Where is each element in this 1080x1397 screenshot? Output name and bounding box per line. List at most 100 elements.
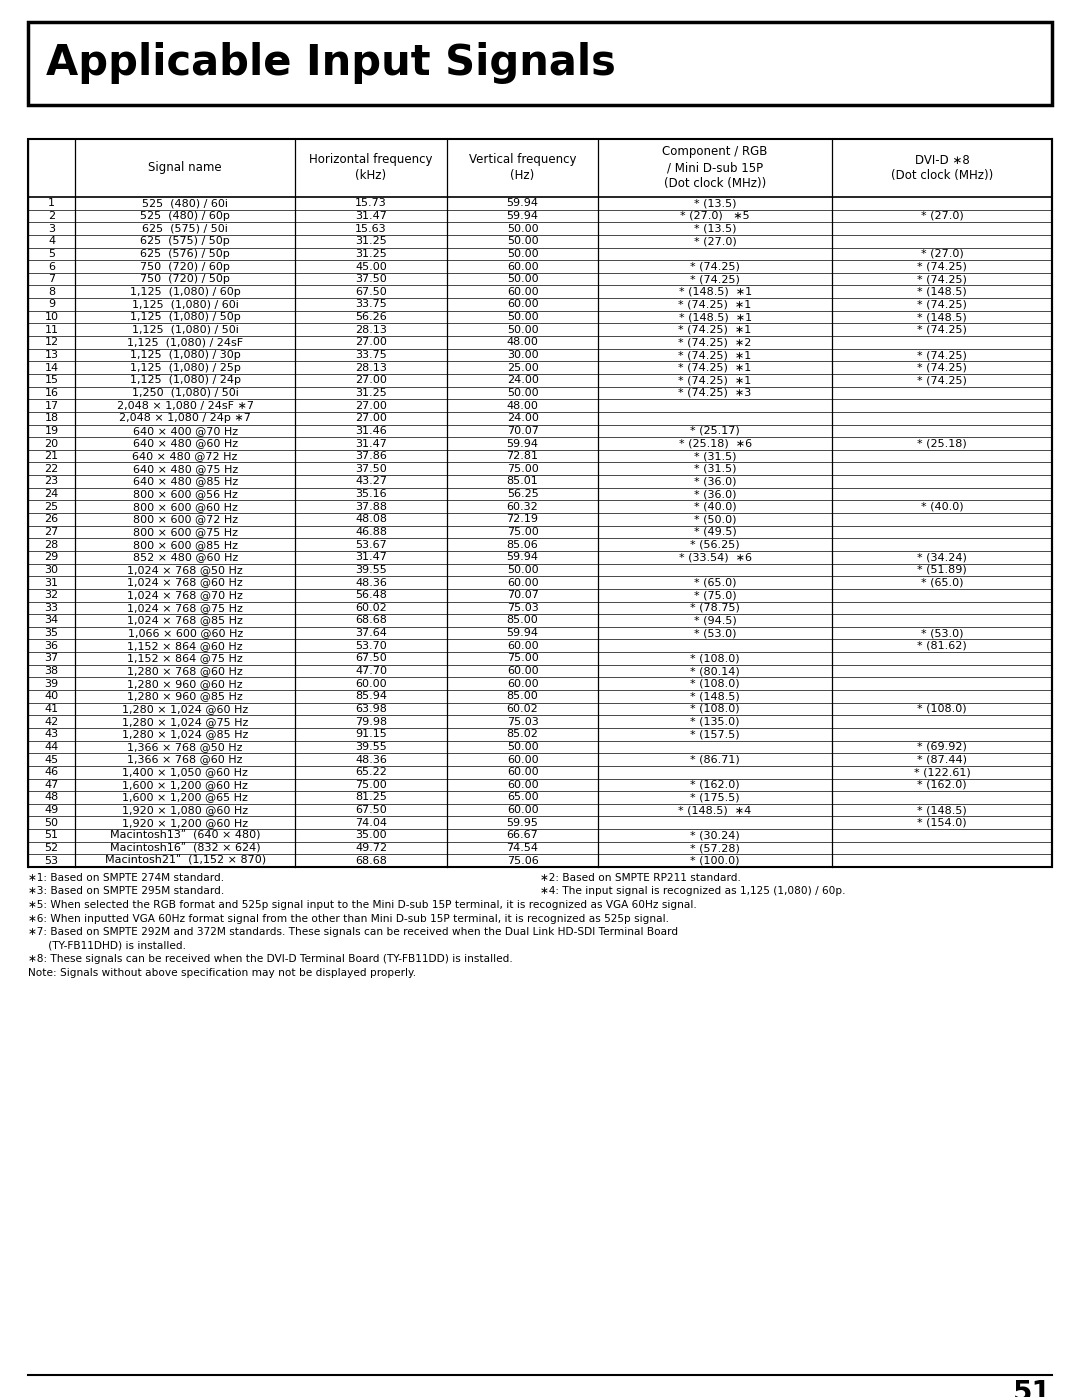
Text: 16: 16 — [44, 388, 58, 398]
Text: 59.94: 59.94 — [507, 629, 539, 638]
Text: * (53.0): * (53.0) — [693, 629, 737, 638]
Text: 3: 3 — [48, 224, 55, 233]
Text: * (100.0): * (100.0) — [690, 856, 740, 866]
Text: * (157.5): * (157.5) — [690, 729, 740, 739]
Text: Horizontal frequency
(kHz): Horizontal frequency (kHz) — [309, 154, 433, 183]
Text: 70.07: 70.07 — [507, 426, 539, 436]
Text: 53: 53 — [44, 856, 58, 866]
Text: * (108.0): * (108.0) — [690, 704, 740, 714]
Text: 640 × 480 @60 Hz: 640 × 480 @60 Hz — [133, 439, 238, 448]
Text: * (74.25): * (74.25) — [917, 324, 967, 335]
Text: 14: 14 — [44, 363, 58, 373]
Text: 42: 42 — [44, 717, 58, 726]
Text: 68.68: 68.68 — [355, 856, 387, 866]
Text: 27.00: 27.00 — [355, 376, 387, 386]
Text: 75.00: 75.00 — [507, 527, 539, 536]
Text: 1,125  (1,080) / 24p: 1,125 (1,080) / 24p — [130, 376, 241, 386]
Text: 19: 19 — [44, 426, 58, 436]
Text: 30.00: 30.00 — [507, 351, 539, 360]
Text: 1,125  (1,080) / 25p: 1,125 (1,080) / 25p — [130, 363, 241, 373]
Text: * (74.25): * (74.25) — [917, 363, 967, 373]
Text: 29: 29 — [44, 552, 58, 562]
Text: 60.00: 60.00 — [507, 261, 539, 271]
Text: 41: 41 — [44, 704, 58, 714]
Text: * (175.5): * (175.5) — [690, 792, 740, 802]
Text: 74.54: 74.54 — [507, 842, 539, 854]
Text: 1,280 × 768 @60 Hz: 1,280 × 768 @60 Hz — [127, 666, 243, 676]
Text: * (87.44): * (87.44) — [917, 754, 967, 764]
Text: 37.64: 37.64 — [355, 629, 387, 638]
Text: 43: 43 — [44, 729, 58, 739]
Text: * (122.61): * (122.61) — [914, 767, 970, 777]
Text: * (86.71): * (86.71) — [690, 754, 740, 764]
Text: * (74.25): * (74.25) — [917, 351, 967, 360]
Text: 26: 26 — [44, 514, 58, 524]
Text: 800 × 600 @75 Hz: 800 × 600 @75 Hz — [133, 527, 238, 536]
Text: 1,920 × 1,200 @60 Hz: 1,920 × 1,200 @60 Hz — [122, 817, 248, 828]
Text: 59.94: 59.94 — [507, 439, 539, 448]
Text: * (108.0): * (108.0) — [690, 654, 740, 664]
Text: * (74.25)  ∗2: * (74.25) ∗2 — [678, 338, 752, 348]
Text: 1,024 × 768 @85 Hz: 1,024 × 768 @85 Hz — [127, 616, 243, 626]
Text: 75.03: 75.03 — [507, 717, 539, 726]
Text: 37: 37 — [44, 654, 58, 664]
Text: 74.04: 74.04 — [355, 817, 387, 828]
Text: 31.46: 31.46 — [355, 426, 387, 436]
Text: 50.00: 50.00 — [507, 236, 539, 246]
Text: * (74.25): * (74.25) — [917, 299, 967, 310]
Text: * (33.54)  ∗6: * (33.54) ∗6 — [678, 552, 752, 562]
Text: 1,250  (1,080) / 50i: 1,250 (1,080) / 50i — [132, 388, 239, 398]
Text: * (25.17): * (25.17) — [690, 426, 740, 436]
Text: 7: 7 — [48, 274, 55, 284]
Text: 1,024 × 768 @70 Hz: 1,024 × 768 @70 Hz — [127, 590, 243, 601]
Text: 1,125  (1,080) / 60p: 1,125 (1,080) / 60p — [130, 286, 241, 296]
Text: * (13.5): * (13.5) — [693, 224, 737, 233]
Text: 1,366 × 768 @50 Hz: 1,366 × 768 @50 Hz — [127, 742, 243, 752]
Text: 625  (575) / 50i: 625 (575) / 50i — [143, 224, 228, 233]
Text: 50.00: 50.00 — [507, 249, 539, 258]
Text: 1,066 × 600 @60 Hz: 1,066 × 600 @60 Hz — [127, 629, 243, 638]
Text: 37.50: 37.50 — [355, 464, 387, 474]
Text: * (148.5)  ∗1: * (148.5) ∗1 — [678, 286, 752, 296]
Text: 2: 2 — [48, 211, 55, 221]
Text: 59.94: 59.94 — [507, 552, 539, 562]
Text: * (40.0): * (40.0) — [693, 502, 737, 511]
Text: 85.01: 85.01 — [507, 476, 539, 486]
Text: 31.47: 31.47 — [355, 552, 387, 562]
Text: 75.03: 75.03 — [507, 604, 539, 613]
Text: 48.08: 48.08 — [355, 514, 387, 524]
Text: 48.36: 48.36 — [355, 577, 387, 588]
Text: 45.00: 45.00 — [355, 261, 387, 271]
Text: 15.63: 15.63 — [355, 224, 387, 233]
Text: 56.25: 56.25 — [507, 489, 539, 499]
Text: 56.26: 56.26 — [355, 312, 387, 323]
Text: 28.13: 28.13 — [355, 363, 387, 373]
Text: * (74.25): * (74.25) — [917, 261, 967, 271]
Text: * (31.5): * (31.5) — [693, 451, 737, 461]
Text: 27: 27 — [44, 527, 58, 536]
Text: 800 × 600 @56 Hz: 800 × 600 @56 Hz — [133, 489, 238, 499]
Text: * (65.0): * (65.0) — [920, 577, 963, 588]
Text: 2,048 × 1,080 / 24p ∗7: 2,048 × 1,080 / 24p ∗7 — [119, 414, 252, 423]
Text: 50.00: 50.00 — [507, 388, 539, 398]
Text: 65.22: 65.22 — [355, 767, 387, 777]
Text: 31: 31 — [44, 577, 58, 588]
Text: 1,125  (1,080) / 50i: 1,125 (1,080) / 50i — [132, 324, 239, 335]
Text: Macintosh16ʺ  (832 × 624): Macintosh16ʺ (832 × 624) — [110, 842, 260, 854]
Text: * (34.24): * (34.24) — [917, 552, 967, 562]
Text: 28: 28 — [44, 539, 58, 549]
Text: * (148.5)  ∗1: * (148.5) ∗1 — [678, 312, 752, 323]
Text: 31.47: 31.47 — [355, 439, 387, 448]
Text: 36: 36 — [44, 641, 58, 651]
Text: 47.70: 47.70 — [355, 666, 387, 676]
Text: 75.00: 75.00 — [507, 654, 539, 664]
Text: 35: 35 — [44, 629, 58, 638]
Text: 24.00: 24.00 — [507, 414, 539, 423]
Text: 32: 32 — [44, 590, 58, 601]
Text: 31.25: 31.25 — [355, 388, 387, 398]
Bar — [28, 22, 1052, 105]
Text: 46.88: 46.88 — [355, 527, 387, 536]
Text: 48: 48 — [44, 792, 58, 802]
Text: ∗1: Based on SMPTE 274M standard.: ∗1: Based on SMPTE 274M standard. — [28, 873, 225, 883]
Text: 20: 20 — [44, 439, 58, 448]
